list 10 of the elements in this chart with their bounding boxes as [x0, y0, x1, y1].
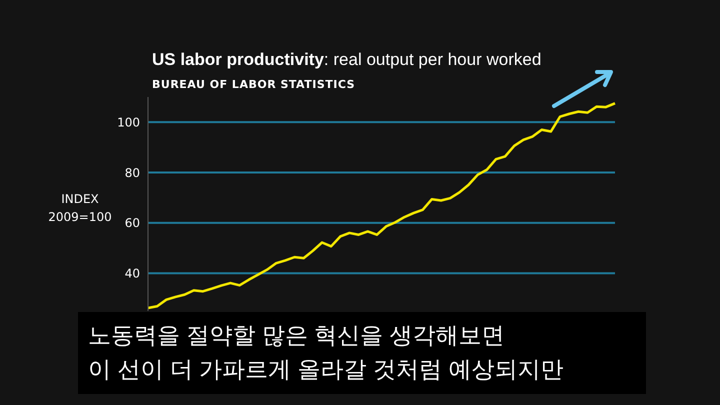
y-tick-label: 80	[124, 166, 140, 180]
y-tick-label: 100	[117, 115, 140, 130]
line-series	[146, 102, 616, 310]
text: 노동력을 절약할 많은 혁신을 생각해보면	[88, 321, 506, 350]
text: 이 선이 더 가파르게 올라갈 것처럼 예상되지만	[88, 355, 564, 384]
y-tick-label: 40	[124, 266, 140, 280]
y-tick-label: 60	[124, 216, 140, 230]
chart-subtitle: BUREAU OF LABOR STATISTICS	[152, 78, 356, 91]
y-axis-title: INDEX 2009=100	[47, 191, 113, 226]
chart-title: US labor productivity: real output per hour worked	[152, 50, 542, 70]
